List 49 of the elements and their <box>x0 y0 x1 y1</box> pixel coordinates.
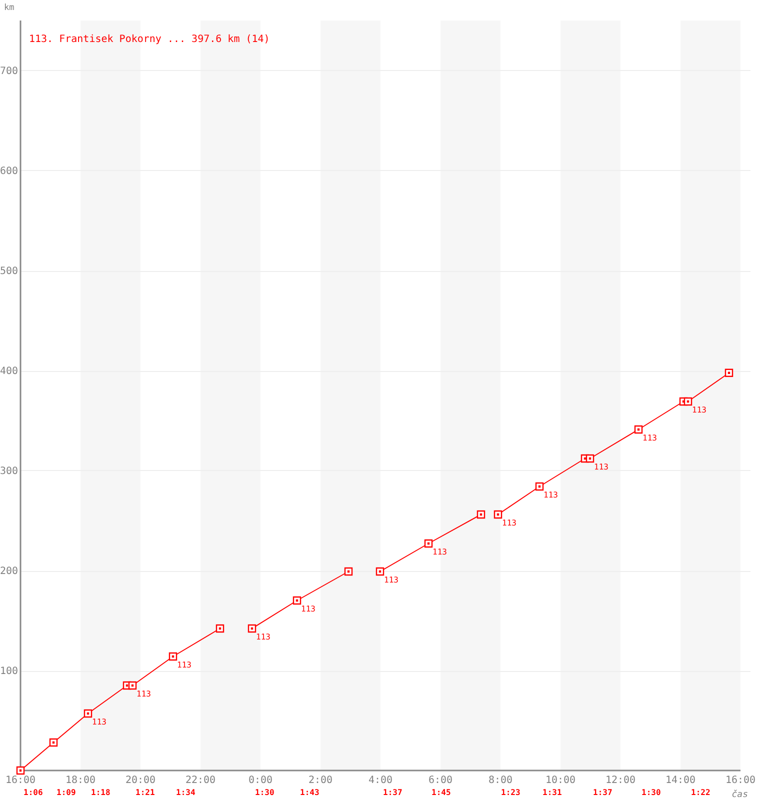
y-tick-label: 700 <box>0 66 18 77</box>
annotation: 113 <box>544 490 558 500</box>
y-axis-title: km <box>4 3 14 13</box>
annotation: 113 <box>92 718 107 726</box>
x-axis-title: čas <box>732 789 748 800</box>
x-tick-label: 6:00 <box>428 775 453 786</box>
x-tick-label: 0:00 <box>248 775 273 786</box>
text: 1:06 <box>24 788 43 797</box>
text: 1:31 <box>542 788 562 797</box>
y-tick-label: 400 <box>0 366 18 377</box>
annotation: 113 <box>692 406 707 414</box>
x-tick-label: 2:00 <box>308 775 333 786</box>
annotation: 113 <box>177 660 192 670</box>
x-tick-label: 14:00 <box>665 775 696 786</box>
text: 1:09 <box>56 788 76 797</box>
x-tick-label: 22:00 <box>185 775 216 786</box>
annotation: 113 <box>642 434 658 442</box>
text: 1:45 <box>432 788 451 797</box>
annotation: 113 <box>384 576 399 584</box>
y-tick-label: 500 <box>0 266 18 277</box>
text: 1:21 <box>136 788 155 797</box>
text: 113. Frantisek Pokorny ... 397.6 km (14) <box>29 34 270 45</box>
x-tick-label: 12:00 <box>605 775 636 786</box>
y-tick-label: 600 <box>0 166 18 177</box>
x-tick-label: 20:00 <box>125 775 156 786</box>
text: 1:30 <box>642 788 661 797</box>
x-tick-label: 8:00 <box>488 775 513 786</box>
annotation: 113 <box>256 632 271 642</box>
annotation: 113 <box>594 462 609 472</box>
text: 1:22 <box>691 788 710 797</box>
annotation: 113 <box>432 548 448 556</box>
y-tick-label: 100 <box>0 666 18 677</box>
x-tick-label: 4:00 <box>368 775 393 786</box>
annotation: 113 <box>301 604 316 614</box>
text: 1:34 <box>176 788 196 797</box>
text: 1:18 <box>91 788 110 797</box>
text: 1:37 <box>593 788 612 797</box>
y-tick-label: 200 <box>0 566 18 577</box>
annotation: 113 <box>502 518 517 528</box>
x-tick-label: 18:00 <box>65 775 96 786</box>
text: 1:43 <box>300 788 320 797</box>
x-tick-label: 16:00 <box>725 775 756 786</box>
text: 1:37 <box>383 788 402 797</box>
y-tick-label: 300 <box>0 466 18 477</box>
annotation: 113 <box>136 690 152 698</box>
text: 1:23 <box>501 788 520 797</box>
text: 1:30 <box>255 788 274 797</box>
x-tick-label: 16:00 <box>5 775 36 786</box>
x-tick-label: 10:00 <box>545 775 576 786</box>
